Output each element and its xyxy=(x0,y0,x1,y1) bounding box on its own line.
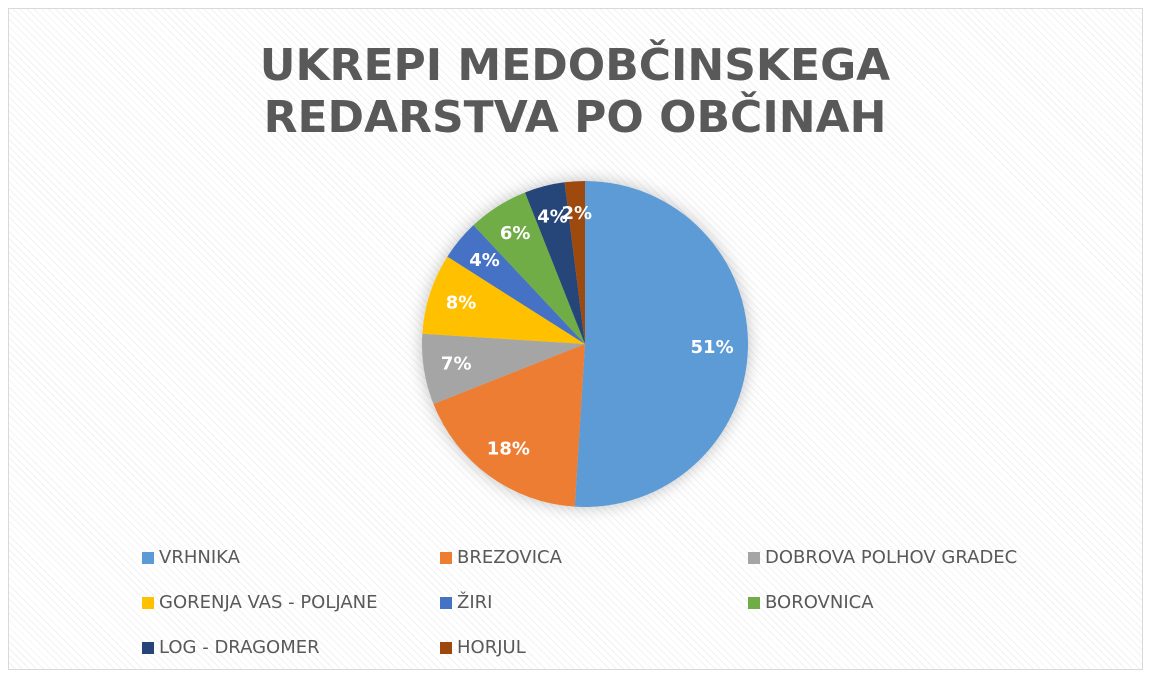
legend-label: HORJUL xyxy=(457,637,526,658)
legend-swatch xyxy=(440,551,452,564)
slice xyxy=(574,181,749,507)
legend-label: BREZOVICA xyxy=(457,547,562,568)
legend-label: DOBROVA POLHOV GRADEC xyxy=(765,547,1018,568)
data-label: 2% xyxy=(562,203,593,224)
legend-swatch xyxy=(440,596,452,609)
data-label: 6% xyxy=(500,223,531,244)
legend-label: VRHNIKA xyxy=(159,547,240,568)
legend-label: LOG - DRAGOMER xyxy=(159,637,320,658)
legend-swatch xyxy=(142,551,154,564)
slices xyxy=(421,181,749,507)
legend-item: HORJUL xyxy=(440,637,526,658)
legend-item: GORENJA VAS - POLJANE xyxy=(142,592,378,613)
slice xyxy=(564,181,585,344)
chart-title: UKREPI MEDOBČINSKEGA REDARSTVA PO OBČINA… xyxy=(259,40,891,143)
legend-item: BOROVNICA xyxy=(748,592,874,613)
slice xyxy=(524,182,585,344)
legend-swatch xyxy=(748,596,760,609)
legend-item: ŽIRI xyxy=(440,592,492,613)
legend-label: GORENJA VAS - POLJANE xyxy=(159,592,378,613)
slice xyxy=(447,225,585,344)
data-label: 18% xyxy=(487,438,530,459)
data-label: 8% xyxy=(446,293,477,314)
data-label: 4% xyxy=(537,207,568,228)
data-label: 4% xyxy=(469,250,500,271)
legend-item: BREZOVICA xyxy=(440,547,562,568)
legend-item: VRHNIKA xyxy=(142,547,240,568)
legend-label: ŽIRI xyxy=(457,592,493,613)
data-label: 7% xyxy=(441,353,472,374)
slice xyxy=(473,192,585,344)
legend-item: DOBROVA POLHOV GRADEC xyxy=(748,547,1017,568)
slice xyxy=(421,333,585,405)
legend-swatch xyxy=(440,641,452,654)
data-label: 51% xyxy=(691,337,734,358)
legend-item: LOG - DRAGOMER xyxy=(142,637,320,658)
slice xyxy=(422,256,585,344)
legend-label: BOROVNICA xyxy=(765,592,874,613)
slice xyxy=(433,344,585,507)
legend-swatch xyxy=(748,551,760,564)
legend-swatch xyxy=(142,641,154,654)
legend-swatch xyxy=(142,596,154,609)
